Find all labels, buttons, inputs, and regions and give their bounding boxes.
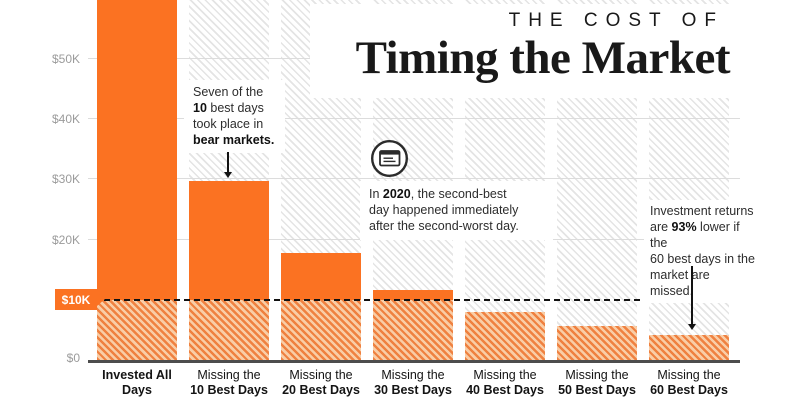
annotation-line: bear markets. — [193, 133, 275, 147]
annotation-line: are 93% lower if the — [650, 220, 740, 250]
x-tick-label: Missing the 30 Best Days — [367, 368, 459, 397]
annotation-arrow-down-icon — [224, 152, 232, 178]
x-tick-line: Missing the — [197, 368, 261, 382]
x-tick-label: Missing the 60 Best Days — [643, 368, 735, 397]
bar-below-initial-investment — [649, 335, 729, 360]
bar-below-initial-investment — [281, 300, 361, 360]
bar-below-initial-investment — [465, 312, 545, 360]
annotation-bear-markets: Seven of the 10 best days took place in bea… — [184, 80, 285, 153]
annotation-line: took place in — [193, 117, 264, 131]
annotation-arrow-down-icon — [688, 266, 696, 330]
badge-arrow-tip — [97, 292, 105, 306]
bar — [97, 0, 177, 360]
x-tick-line: 10 Best Days — [190, 382, 268, 397]
annotation-line: after the second-worst day. — [369, 219, 519, 233]
title-main: Timing the Market — [355, 32, 731, 84]
bar-below-initial-investment — [557, 326, 637, 360]
annotation-line: In 2020, the second-best — [369, 187, 507, 201]
gridline — [88, 118, 740, 119]
bar — [189, 181, 269, 360]
annotation-line: day happened immediately — [369, 203, 519, 217]
title-kicker: THE COST OF — [508, 10, 724, 31]
bar-below-initial-investment — [373, 300, 453, 360]
y-axis-badge-10k: $10K — [55, 289, 105, 310]
x-tick-line: Invested All Days — [102, 368, 172, 397]
x-tick-line: 20 Best Days — [282, 382, 360, 397]
annotation-line: 10 best days — [193, 101, 264, 115]
annotation-line: market are missed. — [650, 268, 710, 298]
x-tick-line: Missing the — [289, 368, 353, 382]
x-tick-label: Missing the 20 Best Days — [275, 368, 367, 397]
x-tick-line: Missing the — [565, 368, 629, 382]
badge-label: $10K — [61, 292, 91, 307]
y-tick-label: $30K — [51, 172, 80, 186]
y-tick-label: $50K — [51, 52, 80, 66]
x-tick-line: 60 Best Days — [650, 382, 728, 397]
y-tick-label: $0 — [66, 351, 80, 365]
initial-investment-dashed-line — [104, 299, 740, 301]
x-tick-line: 30 Best Days — [374, 382, 452, 397]
bar — [465, 312, 545, 360]
x-tick-line: 50 Best Days — [558, 382, 636, 397]
x-tick-line: Missing the — [657, 368, 721, 382]
x-axis-line — [88, 360, 740, 363]
x-tick-label: Invested All Days — [91, 368, 183, 397]
annotation-line: 60 best days in the — [650, 252, 755, 266]
title-block: THE COST OF Timing the Market — [310, 4, 740, 98]
gridline — [88, 178, 740, 179]
annotation-line: Investment returns — [650, 204, 754, 218]
annotation-2020-second-best-day: In 2020, the second-best day happened imm… — [360, 181, 553, 240]
annotation-93-percent-lower: Investment returns are 93% lower if the 60… — [644, 200, 756, 303]
bar — [649, 335, 729, 360]
calendar-icon — [371, 140, 408, 177]
bar-below-initial-investment — [189, 300, 269, 360]
bar — [557, 326, 637, 360]
y-tick-label: $40K — [51, 112, 80, 126]
bar-below-initial-investment — [97, 300, 177, 360]
x-tick-line: 40 Best Days — [466, 382, 544, 397]
x-tick-label: Missing the 10 Best Days — [183, 368, 275, 397]
annotation-line: Seven of the — [193, 85, 264, 99]
bar — [281, 253, 361, 360]
x-tick-line: Missing the — [473, 368, 537, 382]
x-tick-label: Missing the 50 Best Days — [551, 368, 643, 397]
y-tick-label: $20K — [51, 233, 80, 247]
bar — [373, 290, 453, 360]
x-tick-line: Missing the — [381, 368, 445, 382]
x-tick-label: Missing the 40 Best Days — [459, 368, 551, 397]
